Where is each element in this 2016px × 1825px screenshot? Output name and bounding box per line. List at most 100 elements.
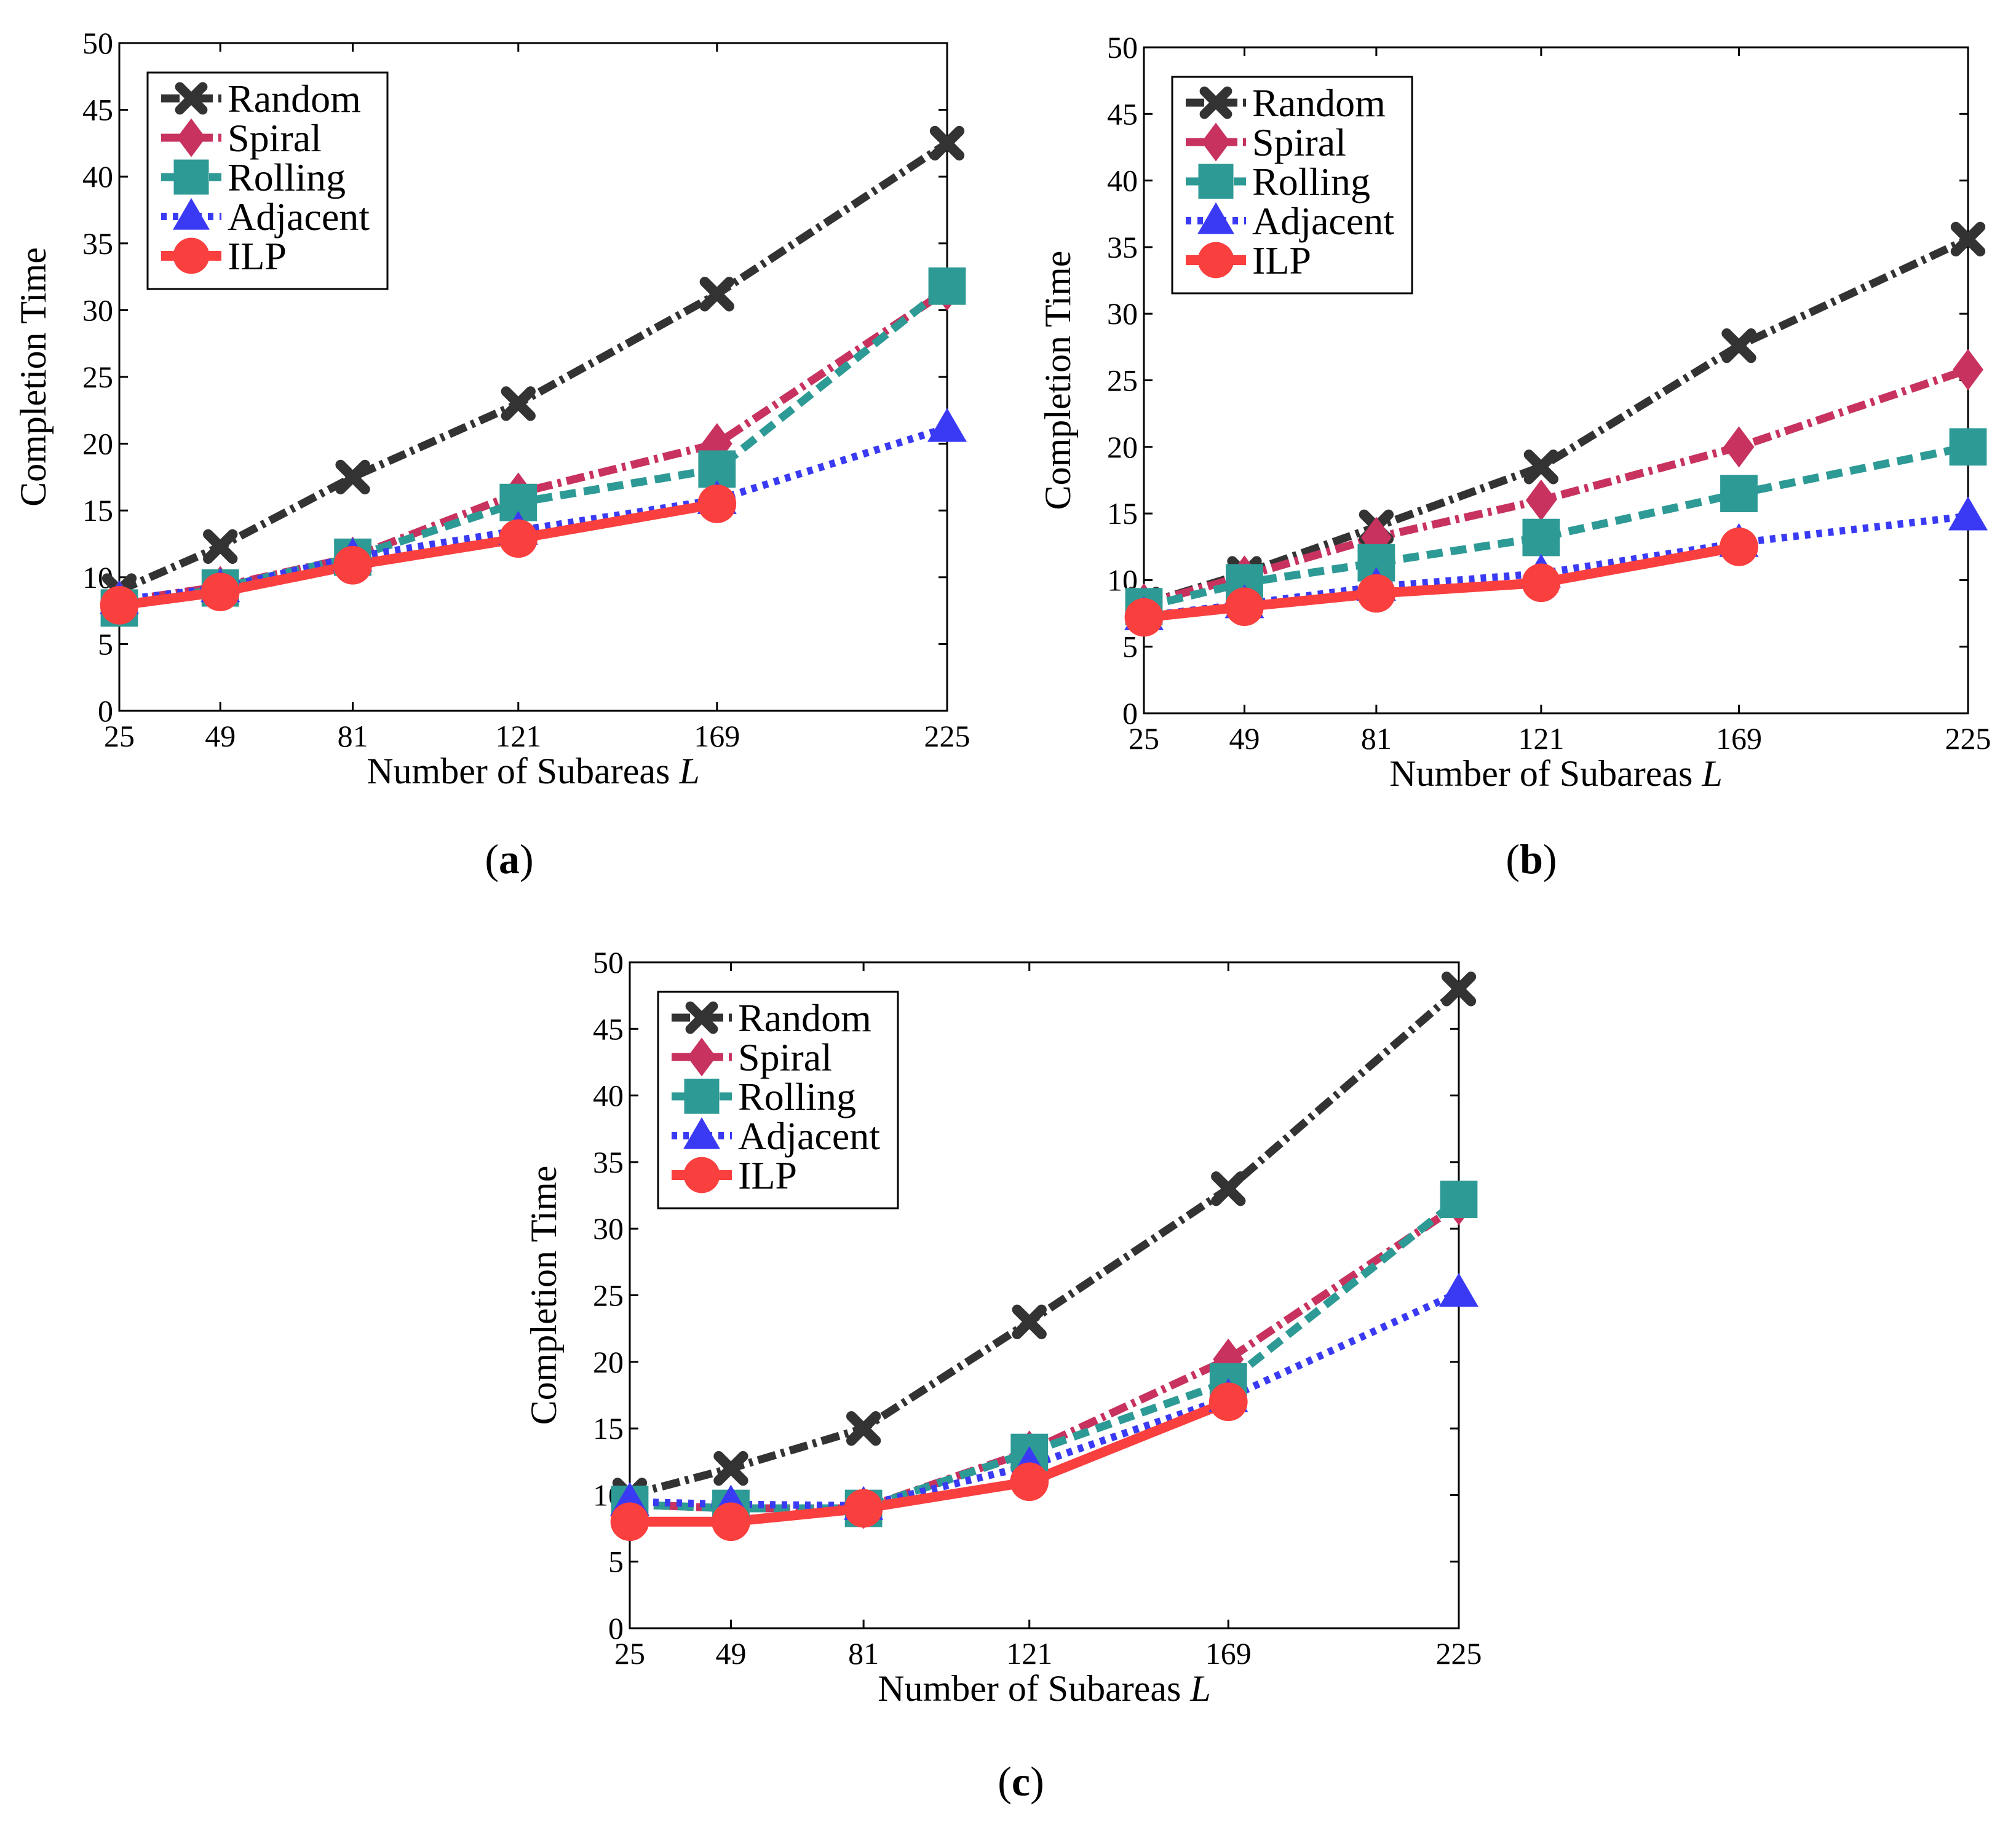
legend-marker-rolling xyxy=(684,1079,720,1114)
legend-marker-rolling xyxy=(173,159,209,195)
y-tick-label: 35 xyxy=(1107,230,1138,264)
legend-marker-spiral xyxy=(687,1037,716,1077)
data-point-random xyxy=(203,529,238,564)
y-tick-label: 30 xyxy=(1107,296,1138,331)
legend-label-rolling: Rolling xyxy=(738,1075,856,1118)
data-point-ilp xyxy=(610,1502,649,1542)
x-tick-label: 121 xyxy=(495,719,541,753)
data-point-ilp xyxy=(712,1502,750,1542)
data-point-ilp xyxy=(333,545,372,585)
x-tick-label: 169 xyxy=(694,719,740,753)
legend-marker-adjacent xyxy=(683,1117,720,1149)
legend-marker-spiral xyxy=(1201,122,1231,162)
legend-label-random: Random xyxy=(1252,81,1386,125)
y-tick-label: 20 xyxy=(593,1345,624,1379)
y-tick-label: 40 xyxy=(593,1079,624,1113)
x-tick-label: 49 xyxy=(715,1636,746,1671)
y-tick-label: 35 xyxy=(593,1145,624,1179)
y-tick-label: 50 xyxy=(1107,30,1138,65)
data-point-random xyxy=(929,125,965,161)
data-point-random xyxy=(501,386,536,421)
series-line-random xyxy=(117,140,950,595)
panel-caption: (c) xyxy=(998,1758,1044,1805)
data-point-spiral xyxy=(1953,349,1983,390)
data-point-random xyxy=(1950,221,1986,257)
y-tick-label: 15 xyxy=(1107,496,1138,531)
series-line-spiral xyxy=(1143,366,1970,608)
data-point-random xyxy=(1211,1171,1246,1206)
x-tick-label: 81 xyxy=(338,719,368,753)
legend-label-spiral: Spiral xyxy=(228,116,322,160)
data-point-random xyxy=(1441,972,1477,1007)
data-point-rolling xyxy=(1522,518,1560,556)
y-tick-label: 15 xyxy=(82,493,113,528)
y-tick-label: 15 xyxy=(593,1411,624,1446)
legend-label-rolling: Rolling xyxy=(228,156,346,199)
legend-marker-ilp xyxy=(173,237,210,274)
x-tick-label: 225 xyxy=(1436,1636,1482,1671)
x-tick-label: 25 xyxy=(614,1636,645,1671)
legend-marker-adjacent xyxy=(1197,202,1234,234)
x-axis-title: Number of Subareas L xyxy=(878,1668,1211,1709)
x-tick-label: 169 xyxy=(1716,721,1762,756)
data-point-adjacent xyxy=(1948,496,1988,531)
data-point-ilp xyxy=(200,572,240,612)
legend-label-rolling: Rolling xyxy=(1252,160,1370,204)
legend-marker-random xyxy=(1199,86,1232,119)
data-point-adjacent xyxy=(927,408,967,442)
data-point-spiral xyxy=(701,423,732,465)
x-tick-label: 169 xyxy=(1205,1636,1252,1671)
data-point-spiral xyxy=(1723,426,1755,468)
x-tick-label: 25 xyxy=(104,719,135,753)
x-tick-label: 49 xyxy=(205,719,236,753)
x-axis-title: Number of Subareas L xyxy=(367,751,700,791)
y-tick-label: 50 xyxy=(82,26,113,60)
data-point-random xyxy=(335,459,370,495)
data-point-ilp xyxy=(1010,1462,1049,1502)
legend-label-spiral: Spiral xyxy=(1252,121,1346,164)
panel-caption: (a) xyxy=(485,836,533,882)
legend-label-adjacent: Adjacent xyxy=(228,195,370,239)
y-axis-title: Completion Time xyxy=(13,247,54,507)
data-point-random xyxy=(713,1451,748,1486)
legend-marker-spiral xyxy=(177,118,206,157)
data-point-random xyxy=(1012,1304,1047,1339)
data-point-ilp xyxy=(1720,527,1758,566)
data-point-ilp xyxy=(499,519,538,558)
data-point-random xyxy=(1523,449,1559,485)
x-tick-label: 121 xyxy=(1006,1636,1052,1671)
data-point-random xyxy=(699,277,734,312)
data-point-rolling xyxy=(928,267,966,305)
y-tick-label: 35 xyxy=(82,226,113,261)
legend-label-adjacent: Adjacent xyxy=(738,1114,880,1158)
y-tick-label: 25 xyxy=(82,360,113,394)
y-tick-label: 45 xyxy=(593,1011,624,1046)
data-point-ilp xyxy=(1357,574,1396,613)
y-axis-title: Completion Time xyxy=(1038,251,1078,510)
y-tick-label: 40 xyxy=(82,159,113,194)
data-point-rolling xyxy=(1720,475,1758,513)
data-point-ilp xyxy=(697,484,737,523)
x-axis-title: Number of Subareas L xyxy=(1389,753,1723,794)
y-tick-label: 5 xyxy=(1122,630,1138,664)
y-tick-label: 45 xyxy=(82,93,113,127)
y-tick-label: 40 xyxy=(1107,164,1138,198)
y-axis-title: Completion Time xyxy=(523,1166,564,1425)
series-line-rolling xyxy=(118,283,950,612)
legend-label-ilp: ILP xyxy=(738,1154,797,1197)
legend-marker-ilp xyxy=(1197,242,1234,279)
data-point-ilp xyxy=(1208,1382,1248,1422)
legend-marker-rolling xyxy=(1198,164,1234,199)
x-tick-label: 81 xyxy=(848,1636,879,1671)
data-point-adjacent xyxy=(1439,1273,1478,1307)
legend-label-random: Random xyxy=(738,996,871,1040)
y-tick-label: 20 xyxy=(82,427,113,461)
x-tick-label: 81 xyxy=(1361,721,1392,756)
legend-marker-random xyxy=(685,1001,718,1034)
series-line-random xyxy=(629,986,1462,1499)
legend-marker-adjacent xyxy=(173,198,210,230)
y-tick-label: 0 xyxy=(1122,696,1138,730)
